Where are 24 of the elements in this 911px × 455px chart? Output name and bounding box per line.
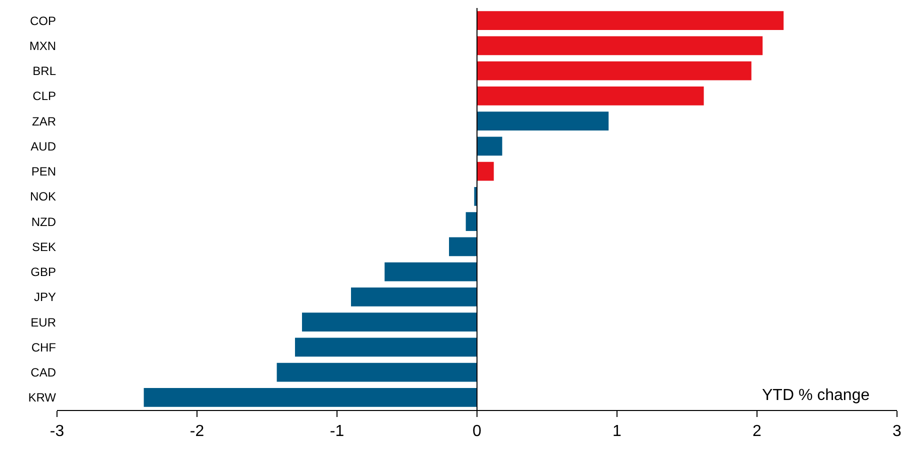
y-tick-label: COP [30, 14, 56, 28]
x-tick-label: -2 [190, 423, 204, 440]
x-tick-label: 2 [752, 423, 762, 440]
x-tick-label: 0 [472, 423, 482, 440]
y-tick-label: NZD [31, 214, 56, 229]
x-axis-title: YTD % change [762, 387, 870, 404]
y-tick-label: PEN [31, 164, 56, 179]
y-tick-label: MXN [29, 38, 56, 53]
y-tick-label: CAD [30, 366, 56, 380]
x-tick-label: 3 [892, 423, 902, 440]
x-tick-label: -1 [330, 423, 344, 440]
y-tick-label: BRL [32, 64, 56, 78]
y-tick-label: GBP [30, 265, 56, 280]
y-tick-label: EUR [30, 315, 56, 330]
y-tick-label: JPY [34, 290, 56, 304]
x-tick-label: 1 [612, 423, 622, 440]
y-tick-label: NOK [30, 190, 56, 204]
y-tick-label: CHF [31, 340, 56, 354]
y-tick-label: SEK [32, 240, 56, 254]
x-tick-label: -3 [50, 423, 64, 440]
y-tick-label: ZAR [32, 114, 56, 128]
y-tick-label: CLP [32, 89, 56, 104]
y-tick-label: KRW [28, 390, 57, 405]
y-tick-label: AUD [30, 139, 56, 154]
